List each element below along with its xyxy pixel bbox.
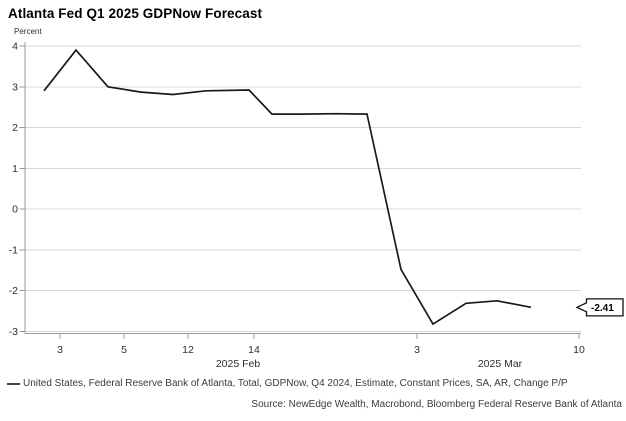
- x-tick-label: 14: [248, 344, 260, 356]
- value-callout: [575, 298, 624, 317]
- x-tick-label: 3: [414, 344, 420, 356]
- y-tick-label: -3: [9, 326, 18, 338]
- x-tick-label: 12: [182, 344, 194, 356]
- y-tick-label: 2: [12, 122, 18, 134]
- y-axis-title: Percent: [14, 27, 42, 36]
- legend-label: United States, Federal Reserve Bank of A…: [23, 378, 568, 389]
- data-line: [43, 48, 532, 326]
- y-tick-label: 0: [12, 204, 18, 216]
- source-note: Source: NewEdge Wealth, Macrobond, Bloom…: [251, 399, 622, 410]
- y-tick-label: 4: [12, 41, 18, 53]
- y-tick-label: -1: [9, 244, 18, 256]
- y-tick-label: 3: [12, 81, 18, 93]
- x-tick-label: 5: [121, 344, 127, 356]
- x-axis-group-label: 2025 Mar: [478, 358, 523, 370]
- callout-label: -2.41: [591, 303, 614, 314]
- legend-line-marker-icon: [7, 382, 20, 385]
- legend: United States, Federal Reserve Bank of A…: [7, 378, 568, 389]
- y-tick-label: -2: [9, 285, 18, 297]
- x-axis-group-label: 2025 Feb: [216, 358, 261, 370]
- x-tick-label: 10: [573, 344, 585, 356]
- x-tick-label: 3: [57, 344, 63, 356]
- y-tick-label: 1: [12, 163, 18, 175]
- chart-title: Atlanta Fed Q1 2025 GDPNow Forecast: [8, 6, 263, 21]
